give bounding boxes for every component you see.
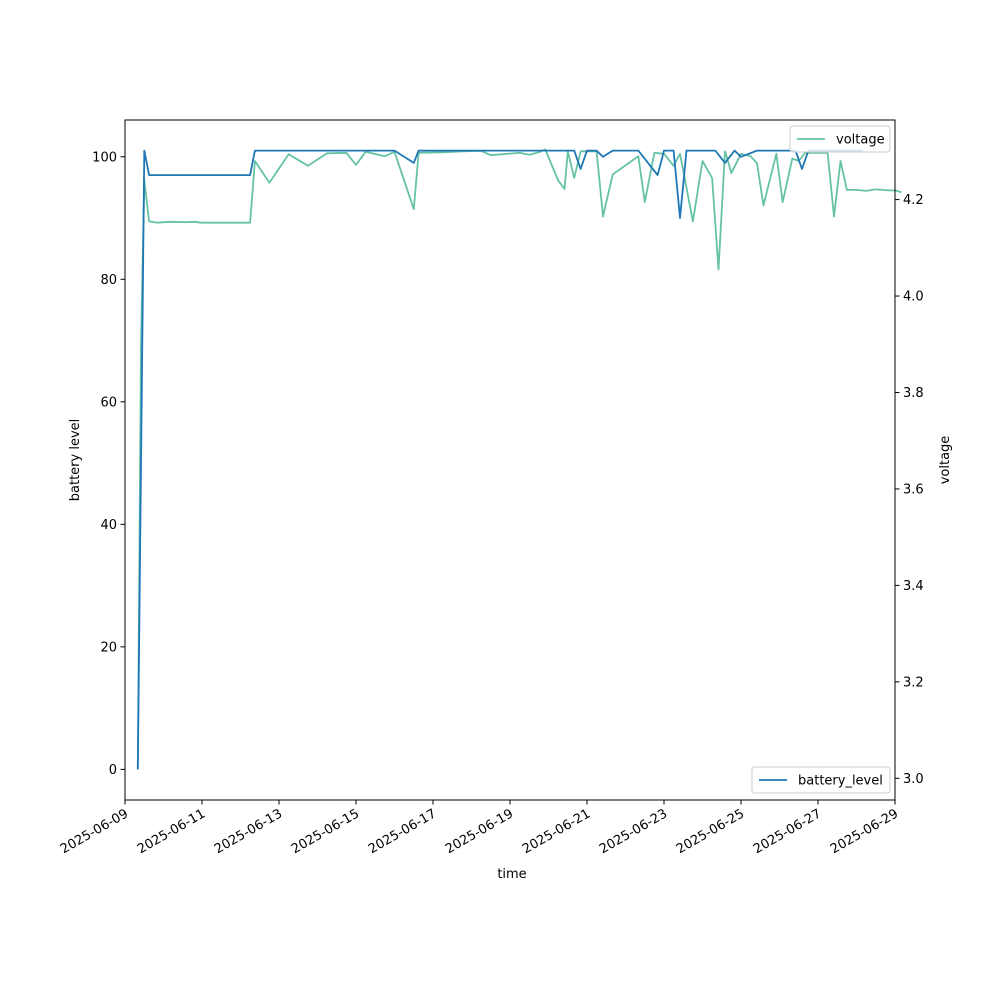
x-tick-label: 2025-06-25 <box>674 806 747 857</box>
x-tick-label: 2025-06-27 <box>751 806 824 857</box>
y2-tick-label: 3.4 <box>903 579 924 594</box>
legend-voltage: voltage <box>789 125 891 153</box>
y-tick-label: 60 <box>100 395 117 410</box>
legend-battery-level: battery_level <box>751 766 891 794</box>
x-axis-label: time <box>497 867 526 882</box>
x-tick-label: 2025-06-13 <box>212 806 285 857</box>
x-tick-label: 2025-06-11 <box>135 806 208 857</box>
y-tick-label: 20 <box>100 640 117 655</box>
y2-tick-label: 3.8 <box>903 386 924 401</box>
y2-tick-label: 4.2 <box>903 193 924 208</box>
y2-tick-label: 3.6 <box>903 482 924 497</box>
x-axis: 2025-06-09 2025-06-11 2025-06-13 2025-06-15… <box>58 800 901 857</box>
y2-axis-label: voltage <box>938 436 953 485</box>
legend-battery-level-label: battery_level <box>798 774 883 789</box>
series-line-battery-level <box>136 149 863 770</box>
y2-tick-label: 3.2 <box>903 675 924 690</box>
x-tick-label: 2025-06-19 <box>443 806 516 857</box>
y-tick-label: 40 <box>100 518 117 533</box>
x-tick-label: 2025-06-09 <box>58 806 131 857</box>
series-line-voltage <box>136 148 902 769</box>
y-tick-label: 0 <box>109 763 117 778</box>
y2-tick-label: 4.0 <box>903 290 924 305</box>
x-tick-label: 2025-06-17 <box>366 806 439 857</box>
plot-series <box>136 148 902 770</box>
x-tick-label: 2025-06-23 <box>597 806 670 857</box>
y-axis-label: battery level <box>68 419 83 502</box>
x-tick-label: 2025-06-29 <box>828 806 901 857</box>
y-axis-right: 3.0 3.2 3.4 3.6 3.8 4.0 4.2 <box>895 193 924 787</box>
y-tick-label: 100 <box>92 150 117 165</box>
x-tick-label: 2025-06-15 <box>289 806 362 857</box>
y-tick-label: 80 <box>100 273 117 288</box>
x-tick-label: 2025-06-21 <box>520 806 593 857</box>
y2-tick-label: 3.0 <box>903 772 924 787</box>
y-axis-left: 0 20 40 60 80 100 <box>92 150 125 778</box>
legend-voltage-label: voltage <box>836 133 885 148</box>
